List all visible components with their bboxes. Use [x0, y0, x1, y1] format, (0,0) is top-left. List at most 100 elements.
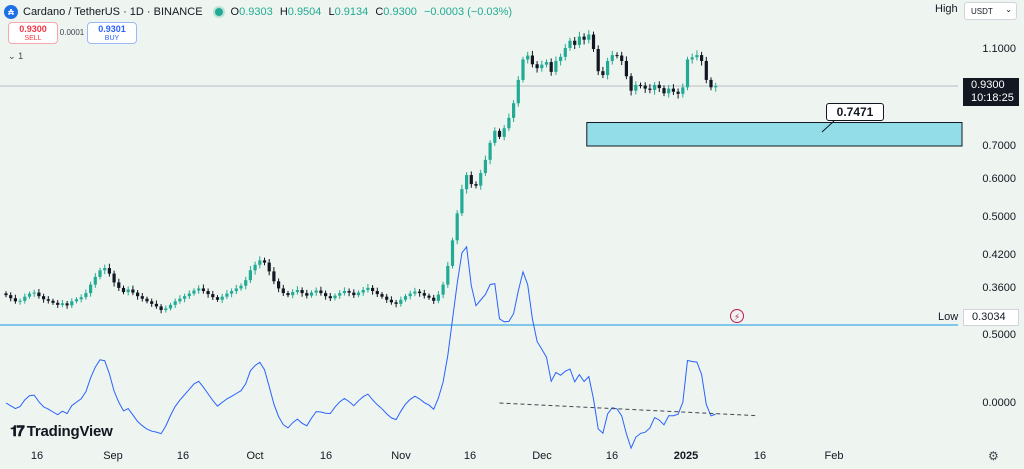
currency-select[interactable]: USDT ⌄ — [964, 2, 1017, 20]
tradingview-mark-icon: 𝟏𝟕 — [10, 423, 25, 440]
candle-body — [610, 55, 614, 61]
price-tick: 0.4200 — [982, 249, 1016, 261]
candle-body — [446, 265, 450, 285]
candle-body — [215, 297, 220, 300]
candle-body — [648, 88, 652, 90]
candle-body — [493, 130, 497, 143]
time-axis-label: 16 — [30, 450, 44, 462]
candle-body — [98, 270, 102, 277]
candle-body — [131, 289, 135, 293]
candle-body — [450, 240, 455, 266]
chevron-down-icon: ⌄ — [8, 51, 16, 61]
candle-body — [314, 290, 318, 293]
candle-body — [13, 298, 17, 302]
candle-body — [65, 303, 69, 306]
candle-body — [262, 260, 267, 263]
indicators-count: 1 — [18, 51, 24, 61]
candle-body — [634, 84, 638, 91]
candle-body — [37, 292, 41, 297]
candle-body — [573, 40, 577, 45]
candle-body — [187, 293, 191, 297]
candle-body — [526, 55, 530, 60]
candle-body — [93, 276, 97, 285]
candle-body — [577, 36, 581, 45]
candle-body — [225, 293, 229, 297]
sell-button[interactable]: 0.9300 SELL — [8, 22, 58, 44]
candle-body — [418, 291, 422, 294]
buy-button[interactable]: 0.9301 BUY — [87, 22, 137, 44]
candle-body — [244, 280, 248, 286]
candle-body — [436, 294, 440, 301]
oscillator-trendline[interactable] — [499, 402, 759, 417]
time-axis-label: 16 — [463, 450, 477, 462]
lightning-event-icon[interactable]: ⚡ — [730, 309, 744, 323]
sell-price: 0.9300 — [19, 24, 47, 34]
candle-body — [201, 288, 205, 292]
candle-body — [403, 296, 408, 300]
time-axis-label: Feb — [824, 450, 844, 462]
time-axis-label: 16 — [176, 450, 190, 462]
tradingview-wordmark: TradingView — [26, 423, 113, 440]
candle-body — [591, 34, 596, 49]
price-tick: 0.6000 — [982, 173, 1016, 185]
candle-body — [700, 55, 704, 61]
candle-body — [643, 85, 647, 89]
candle-body — [624, 60, 628, 77]
candle-body — [164, 308, 168, 311]
candle-body — [690, 57, 694, 60]
candle-body — [206, 291, 210, 295]
indicators-toggle[interactable]: ⌄ 1 — [8, 51, 23, 62]
candle-body — [84, 293, 88, 298]
candle-body — [89, 284, 93, 294]
sell-label: SELL — [24, 35, 42, 42]
time-axis-label: 16 — [605, 450, 619, 462]
candle-body — [662, 88, 666, 94]
candle-body — [140, 296, 144, 299]
candle-body — [342, 291, 346, 294]
high-marker-label: High — [935, 3, 958, 15]
cardano-coin-icon: ₳ — [4, 5, 18, 19]
candle-body — [559, 56, 563, 61]
candle-body — [32, 292, 36, 294]
candle-body — [305, 293, 309, 296]
candle-body — [601, 71, 605, 76]
candle-body — [394, 302, 398, 304]
time-axis-label: Nov — [391, 450, 411, 462]
candle-body — [695, 55, 699, 58]
candle-body — [568, 40, 572, 48]
candle-body — [356, 292, 361, 296]
candle-body — [23, 296, 27, 301]
price-callout[interactable]: 0.7471 — [826, 103, 884, 121]
tradingview-logo[interactable]: 𝟏𝟕 TradingView — [10, 423, 113, 440]
candle-body — [653, 84, 657, 90]
candle-body — [234, 288, 238, 292]
candle-body — [239, 285, 243, 289]
candle-body — [455, 213, 459, 241]
low-label: L — [328, 6, 335, 18]
candle-body — [507, 117, 511, 129]
candle-body — [460, 189, 464, 214]
currency-value: USDT — [971, 7, 993, 16]
high-value: 0.9504 — [287, 6, 322, 18]
candle-body — [469, 175, 473, 185]
callout-pointer — [821, 120, 835, 133]
candle-body — [309, 292, 314, 296]
market-status-icon[interactable] — [214, 8, 223, 16]
gear-icon[interactable]: ⚙ — [988, 449, 999, 463]
demand-zone[interactable] — [586, 122, 963, 147]
candle-body — [18, 300, 22, 302]
candle-body — [596, 49, 600, 72]
price-tick: 0.7000 — [982, 140, 1016, 152]
candle-body — [681, 87, 685, 94]
candle-body — [267, 262, 271, 272]
candle-body — [479, 173, 483, 186]
close-label: C — [375, 6, 384, 18]
candle-body — [638, 84, 643, 86]
candle-body — [502, 128, 506, 137]
candle-countdown: 10:18:25 — [971, 92, 1014, 104]
candle-body — [183, 296, 187, 299]
symbol-title[interactable]: Cardano / TetherUS · 1D · BINANCE — [23, 6, 203, 18]
candle-body — [629, 76, 633, 91]
candle-body — [248, 270, 252, 281]
